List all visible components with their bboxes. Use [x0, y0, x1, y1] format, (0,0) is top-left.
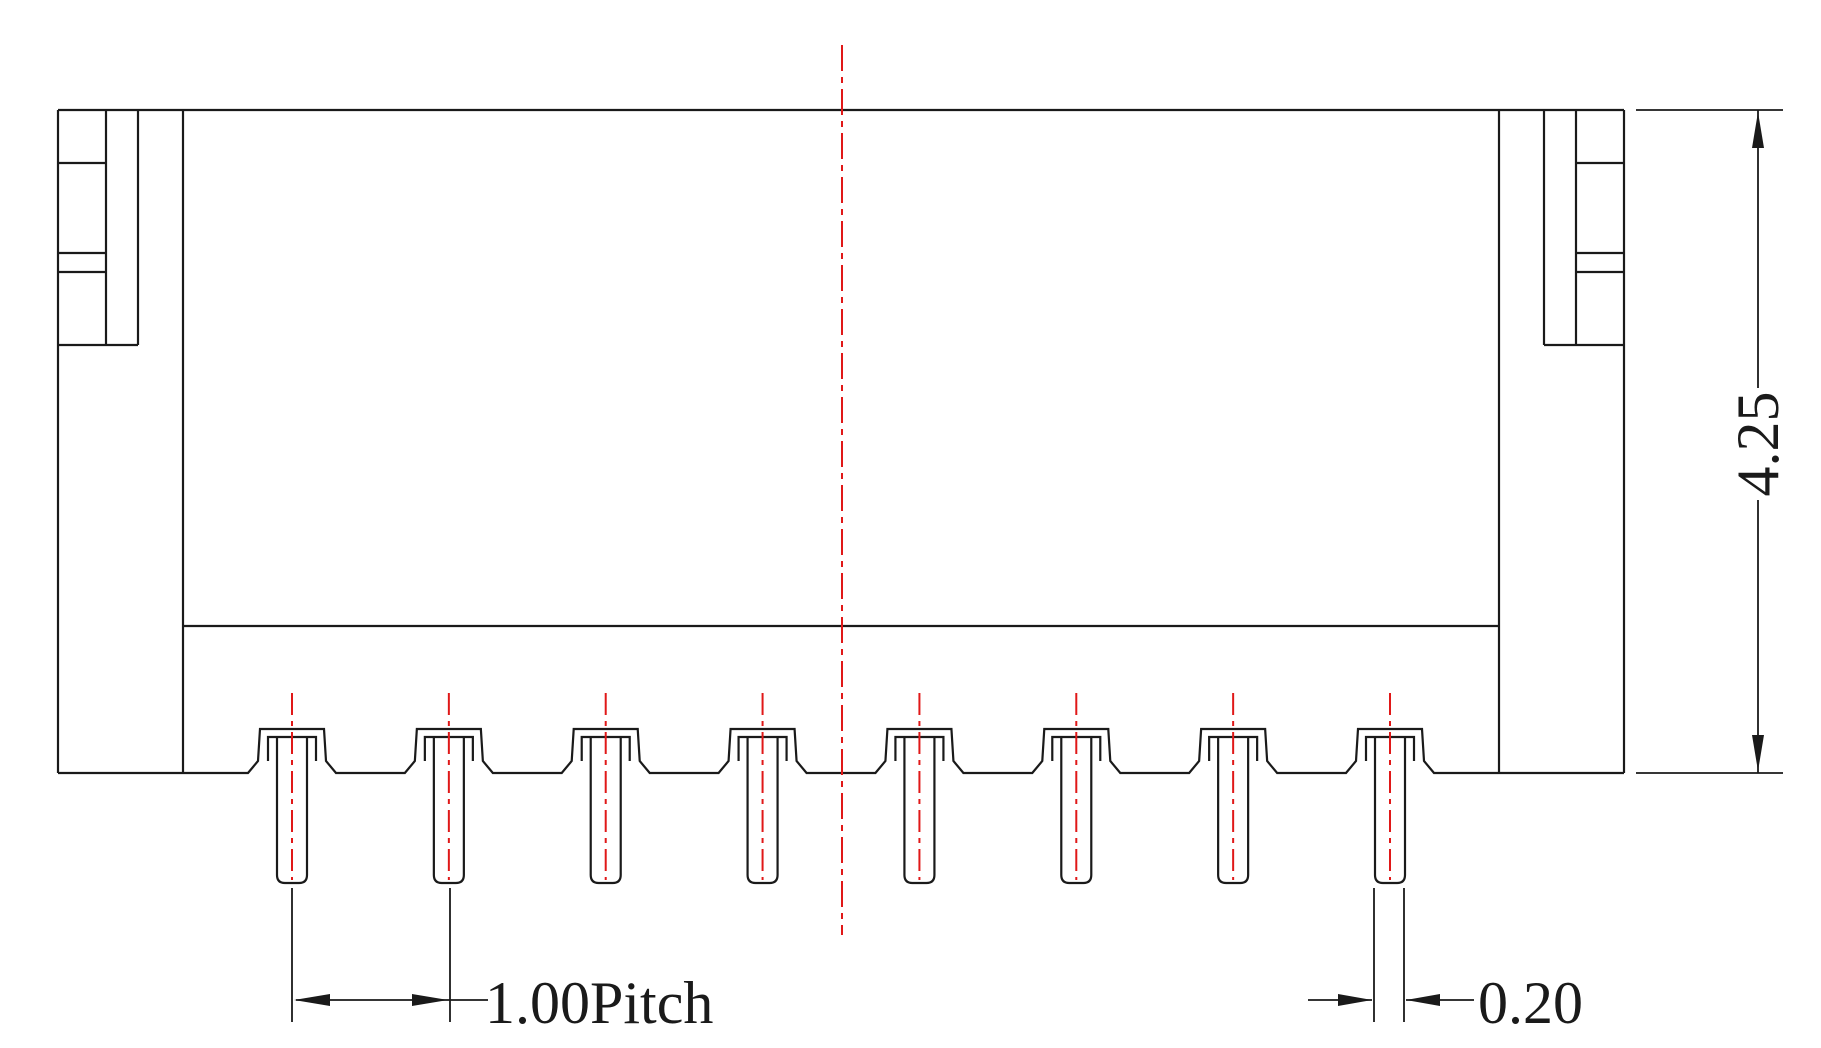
- pin: [580, 693, 631, 885]
- pin-body: [275, 737, 309, 885]
- pin-body: [1060, 737, 1093, 885]
- pins-group: [266, 693, 1416, 885]
- pin-body: [746, 737, 779, 885]
- pin-body: [903, 737, 936, 885]
- pin-body: [1373, 737, 1407, 885]
- pin: [1051, 693, 1102, 885]
- pin-width-arrow-left: [1338, 994, 1372, 1006]
- height-label: 4.25: [1725, 392, 1791, 497]
- pin-body: [589, 737, 622, 885]
- pin-body: [432, 737, 465, 885]
- pin: [266, 693, 318, 885]
- pin-width-label: 0.20: [1478, 970, 1583, 1036]
- height-dimension: 4.25: [1636, 109, 1791, 774]
- right-latch: [1542, 110, 1624, 347]
- pin: [737, 693, 788, 885]
- pitch-arrow-right: [412, 994, 448, 1006]
- pitch-dimension: 1.00Pitch: [291, 888, 713, 1036]
- pitch-arrow-left: [294, 994, 330, 1006]
- pin: [894, 693, 945, 885]
- pin: [1208, 693, 1259, 885]
- pin: [423, 693, 474, 885]
- pin: [1364, 693, 1416, 885]
- pitch-label: 1.00Pitch: [485, 970, 713, 1036]
- pin-width-arrow-right: [1406, 994, 1440, 1006]
- left-latch: [58, 110, 140, 347]
- height-arrow-top: [1752, 112, 1764, 148]
- pin-width-dimension: 0.20: [1308, 888, 1583, 1036]
- height-arrow-bottom: [1752, 735, 1764, 771]
- pin-body: [1217, 737, 1250, 885]
